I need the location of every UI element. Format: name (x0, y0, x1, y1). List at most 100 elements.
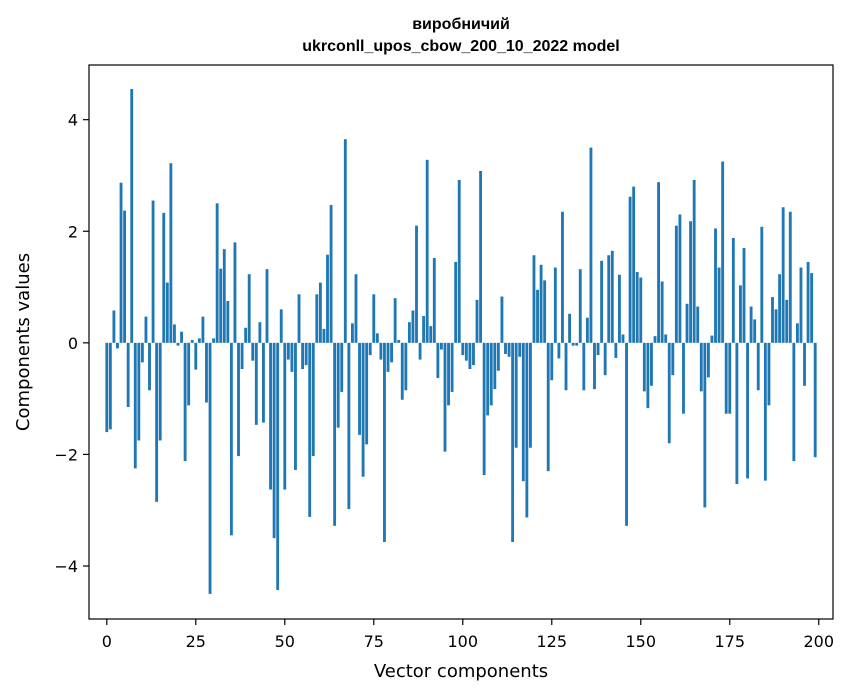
bar-6 (126, 342, 130, 407)
bar-89 (422, 316, 426, 343)
bar-107 (486, 342, 490, 416)
bar-97 (450, 342, 454, 392)
bar-155 (657, 182, 660, 343)
bar-138 (596, 342, 600, 356)
x-tick-label-8: 200 (803, 632, 834, 651)
bar-102 (468, 342, 472, 370)
bar-99 (457, 179, 461, 343)
bar-193 (792, 342, 796, 462)
bar-75 (372, 294, 376, 343)
bar-141 (607, 255, 611, 343)
bar-86 (411, 310, 415, 343)
bar-7 (130, 88, 134, 343)
bar-148 (632, 186, 636, 343)
y-axis-ticks: −4 −2 0 2 4 (54, 111, 89, 576)
bar-71 (358, 342, 361, 435)
bar-93 (436, 342, 440, 378)
bar-19 (173, 324, 176, 343)
bar-17 (165, 282, 169, 343)
bar-103 (472, 342, 475, 366)
bar-31 (215, 203, 219, 343)
bar-26 (197, 338, 201, 343)
bar-160 (674, 225, 678, 343)
bar-184 (760, 226, 764, 343)
bar-48 (276, 342, 280, 590)
bar-139 (600, 260, 604, 343)
bar-34 (226, 300, 230, 343)
bar-110 (496, 342, 500, 371)
x-tick-label-6: 150 (625, 632, 656, 651)
y-tick-label-3: 2 (68, 222, 78, 241)
bar-188 (774, 309, 778, 343)
bar-105 (479, 171, 483, 343)
bar-78 (383, 342, 386, 543)
bar-199 (813, 342, 817, 458)
bar-137 (593, 342, 596, 390)
bar-162 (682, 342, 685, 414)
bar-157 (664, 334, 668, 343)
bar-168 (703, 342, 707, 508)
bar-66 (340, 342, 344, 392)
bar-90 (425, 159, 429, 343)
y-tick-label-0: −4 (54, 557, 78, 576)
bar-111 (500, 296, 504, 343)
bar-150 (639, 277, 643, 343)
bar-59 (315, 294, 319, 343)
bar-131 (571, 342, 575, 346)
chart-title-line1: виробничий (412, 16, 510, 33)
bar-170 (710, 335, 714, 343)
x-tick-label-5: 125 (537, 632, 568, 651)
bar-96 (447, 342, 450, 406)
bar-67 (343, 139, 347, 343)
bar-180 (746, 342, 749, 479)
bar-40 (247, 274, 251, 343)
plot-frame (88, 64, 834, 620)
bar-140 (603, 342, 607, 376)
bar-56 (304, 342, 308, 366)
bar-9 (137, 342, 141, 441)
bar-100 (461, 342, 465, 356)
bar-29 (208, 342, 212, 594)
bar-52 (290, 342, 294, 372)
bar-41 (251, 342, 255, 361)
bar-159 (671, 342, 675, 376)
bar-69 (351, 323, 354, 343)
bar-198 (810, 273, 814, 343)
bar-77 (379, 342, 383, 360)
bar-85 (407, 322, 411, 343)
bar-83 (400, 342, 404, 400)
bar-163 (685, 303, 689, 343)
bar-15 (158, 342, 162, 441)
bar-122 (539, 264, 543, 343)
bar-134 (582, 342, 586, 391)
bar-154 (653, 336, 657, 343)
x-tick-label-0: 0 (102, 632, 112, 651)
bar-74 (368, 342, 372, 356)
bar-175 (728, 342, 732, 414)
bar-192 (788, 211, 792, 343)
bar-87 (415, 225, 418, 343)
bar-127 (557, 342, 561, 359)
bar-3 (116, 342, 119, 349)
bar-191 (785, 299, 789, 343)
bar-119 (528, 342, 532, 448)
bar-2 (112, 310, 116, 343)
bar-47 (272, 342, 276, 539)
bar-23 (187, 342, 191, 406)
x-tick-label-7: 175 (714, 632, 745, 651)
bar-46 (269, 342, 272, 490)
bar-183 (756, 342, 760, 391)
bar-4 (119, 182, 123, 343)
bar-156 (660, 281, 664, 343)
bar-20 (176, 342, 180, 346)
bar-91 (429, 326, 433, 343)
bar-166 (696, 306, 700, 343)
bar-145 (621, 334, 625, 343)
bar-194 (795, 323, 799, 343)
bar-165 (692, 179, 696, 343)
bar-118 (525, 342, 529, 518)
bar-81 (393, 298, 397, 343)
bar-116 (518, 342, 522, 357)
bar-43 (258, 322, 262, 343)
